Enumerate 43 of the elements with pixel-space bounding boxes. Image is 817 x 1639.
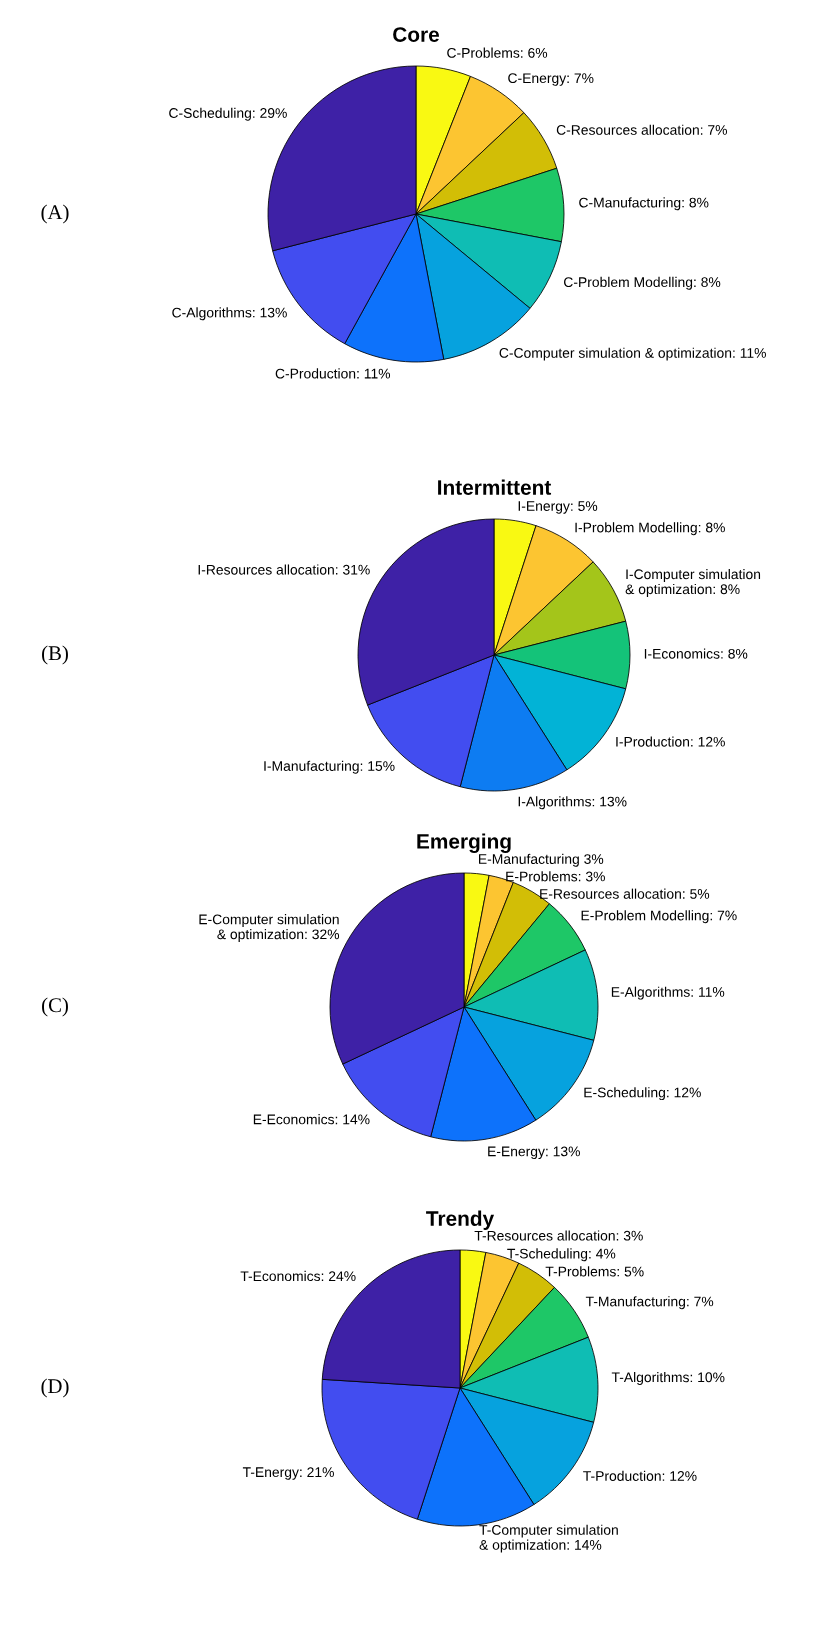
- slice-label: I-Resources allocation: 31%: [198, 564, 370, 575]
- slice-label: I-Manufacturing: 15%: [264, 760, 395, 774]
- slice-label: C-Production: 11%: [275, 368, 391, 379]
- slice-label: I-Economics: 8%: [644, 648, 748, 659]
- chart-title: Intermittent: [438, 479, 552, 495]
- slice-label: I-Computer simulation & optimization: 8%: [625, 568, 761, 597]
- slice-label: T-Resources allocation: 3%: [474, 1230, 643, 1241]
- slice-label: E-Algorithms: 11%: [611, 986, 725, 1000]
- slice-label: E-Economics: 14%: [253, 1114, 370, 1125]
- slice-label: I-Problem Modelling: 8%: [575, 522, 725, 536]
- slice-label: T-Computer simulation & optimization: 14%: [479, 1524, 618, 1553]
- slice-label: T-Energy: 21%: [242, 1467, 334, 1480]
- chart-title: Trendy: [426, 1210, 495, 1230]
- slice-label: T-Manufacturing: 7%: [585, 1296, 714, 1310]
- slice-label: I-Energy: 5%: [518, 501, 598, 514]
- slice-label: C-Energy: 7%: [508, 73, 594, 86]
- slice-label: E-Problems: 3%: [506, 871, 605, 882]
- chart-title: Core: [393, 27, 440, 42]
- slice-label: E-Computer simulation & optimization: 32%: [199, 914, 340, 942]
- chart-title: Emerging: [417, 833, 511, 853]
- slice-label: E-Manufacturing 3%: [479, 853, 604, 867]
- slice-label: E-Problem Modelling: 7%: [581, 910, 737, 924]
- slice-label: C-Manufacturing: 8%: [579, 197, 709, 211]
- slice-label: T-Scheduling: 4%: [507, 1248, 616, 1262]
- slice-label: C-Problems: 6%: [447, 47, 548, 58]
- slice-label: I-Production: 12%: [616, 736, 725, 747]
- slice-label: C-Algorithms: 13%: [172, 307, 287, 321]
- text: (A): [41, 204, 69, 224]
- slice-label: E-Resources allocation: 5%: [540, 888, 710, 899]
- slice-label: C-Resources allocation: 7%: [556, 124, 728, 135]
- slice-label: T-Economics: 24%: [240, 1270, 356, 1282]
- slice-label: E-Energy: 13%: [488, 1146, 580, 1160]
- slice-label: T-Problems: 5%: [545, 1266, 644, 1277]
- text: (D): [41, 1378, 69, 1398]
- slice-label: I-Algorithms: 13%: [518, 796, 627, 810]
- slice-label: T-Production: 12%: [583, 1470, 697, 1481]
- slice-label: C-Computer simulation & optimization: 11%: [499, 347, 766, 361]
- slice-label: E-Scheduling: 12%: [584, 1087, 701, 1101]
- text: (B): [42, 645, 68, 665]
- text: (C): [42, 997, 68, 1017]
- slice-label: T-Algorithms: 10%: [611, 1371, 725, 1385]
- slice-label: C-Problem Modelling: 8%: [564, 276, 721, 290]
- slice-label: C-Scheduling: 29%: [169, 107, 287, 121]
